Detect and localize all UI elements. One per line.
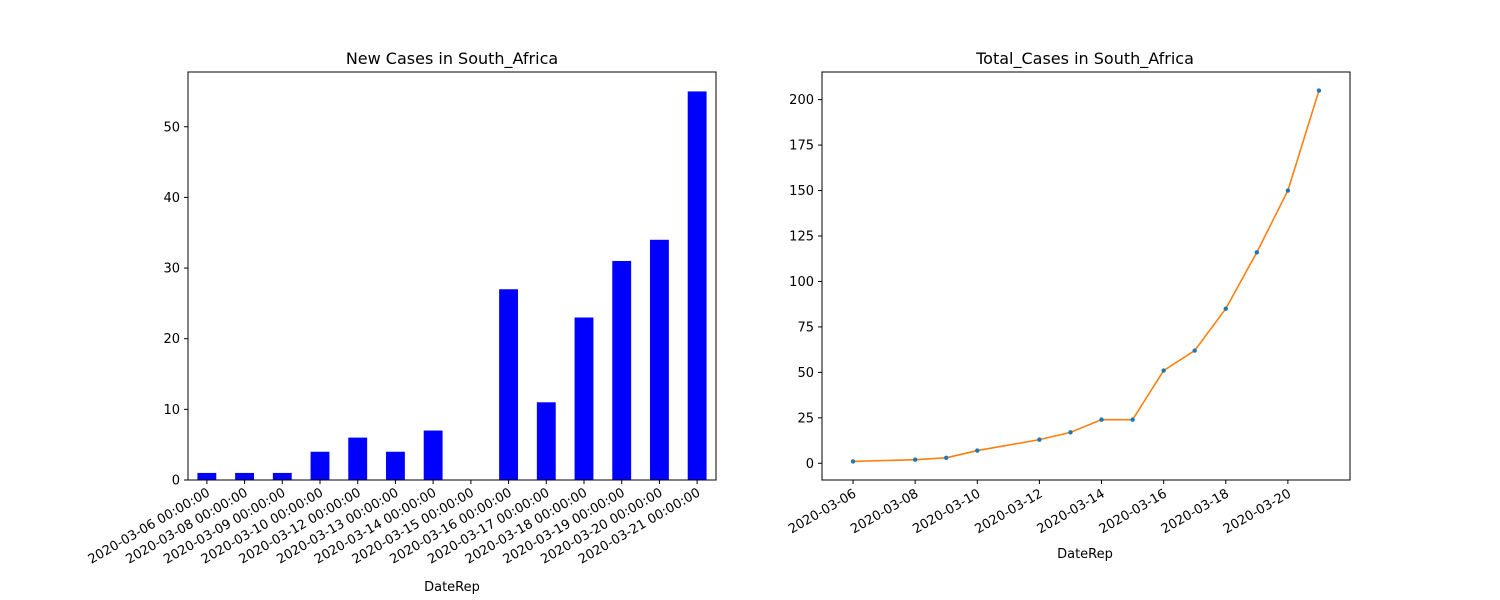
line-chart-x-tick-label: 2020-03-20 — [1221, 486, 1294, 537]
bar — [536, 402, 556, 480]
bar-chart-y-tick-label: 10 — [163, 403, 180, 418]
line-chart-x-tick-label: 2020-03-18 — [1159, 486, 1232, 537]
line-chart-axes-frame — [821, 71, 1351, 481]
data-point — [850, 459, 856, 464]
line-chart-panel: Total_Cases in South_Africa 0 25 50 75 100 12… — [786, 49, 1351, 562]
line-chart-y-ticks: 0 25 50 75 100 125 150 175 200 — [789, 93, 822, 472]
data-point — [1254, 250, 1260, 255]
bar-chart-axes-frame — [187, 71, 717, 481]
line-chart-y-tick-label: 200 — [789, 93, 814, 108]
line-chart-x-tick-label: 2020-03-14 — [1035, 486, 1108, 537]
bar-chart-y-ticks: 0 10 20 30 40 50 — [163, 120, 188, 489]
data-point — [912, 457, 918, 462]
line-chart-x-ticks: 2020-03-062020-03-082020-03-102020-03-12… — [786, 480, 1294, 537]
data-point — [1037, 437, 1042, 442]
bar-chart-panel: New Cases in South_Africa 0 10 20 30 40 50 20… — [86, 49, 717, 595]
bar — [650, 239, 669, 480]
bar — [687, 91, 707, 480]
data-point — [944, 455, 949, 461]
bar-chart-y-tick-label: 0 — [172, 474, 180, 489]
line-chart-x-axis-label: DateRep — [1057, 547, 1113, 562]
line-chart-x-tick-label: 2020-03-10 — [910, 486, 983, 537]
line-chart-x-tick-label: 2020-03-08 — [848, 486, 921, 537]
bar — [348, 437, 368, 480]
bar — [235, 472, 254, 480]
bar — [574, 317, 594, 480]
data-point — [1099, 417, 1104, 422]
line-chart-y-tick-label: 125 — [789, 230, 814, 245]
total-cases-line — [853, 90, 1320, 463]
bar-chart-title: New Cases in South_Africa — [346, 49, 558, 69]
bar — [612, 260, 632, 480]
line-chart-y-tick-label: 100 — [789, 275, 814, 290]
line-chart-series — [850, 88, 1322, 464]
line-chart-y-tick-label: 50 — [797, 366, 814, 381]
line-chart-title: Total_Cases in South_Africa — [975, 49, 1194, 69]
line-chart-y-tick-label: 0 — [806, 457, 814, 472]
line-chart-y-tick-label: 75 — [797, 320, 814, 335]
data-point — [1192, 348, 1197, 353]
bar — [197, 472, 217, 480]
data-point — [1316, 88, 1322, 93]
bar — [386, 451, 405, 480]
line-chart-y-tick-label: 150 — [789, 184, 814, 199]
line-chart-x-tick-label: 2020-03-16 — [1097, 486, 1170, 537]
bar — [499, 289, 518, 480]
data-point — [1285, 188, 1291, 193]
line-chart-y-tick-label: 25 — [797, 411, 814, 426]
line-chart-x-tick-label: 2020-03-06 — [786, 486, 859, 537]
bar-chart-x-axis-label: DateRep — [424, 580, 480, 595]
line-chart-y-tick-label: 175 — [789, 139, 814, 154]
bar-chart-y-tick-label: 50 — [163, 120, 180, 135]
bar — [423, 430, 443, 480]
bar — [310, 451, 330, 480]
bar-chart-bars — [197, 91, 707, 480]
data-point — [1130, 417, 1135, 422]
bar-chart-y-tick-label: 40 — [163, 191, 180, 206]
data-point — [975, 448, 980, 453]
bar-chart-y-tick-label: 30 — [163, 262, 180, 277]
data-point — [1223, 306, 1228, 311]
data-point — [1161, 368, 1166, 373]
line-chart-x-tick-label: 2020-03-12 — [972, 486, 1045, 537]
bar — [272, 472, 292, 480]
data-point — [1068, 430, 1073, 435]
bar-chart-y-tick-label: 20 — [163, 332, 180, 347]
